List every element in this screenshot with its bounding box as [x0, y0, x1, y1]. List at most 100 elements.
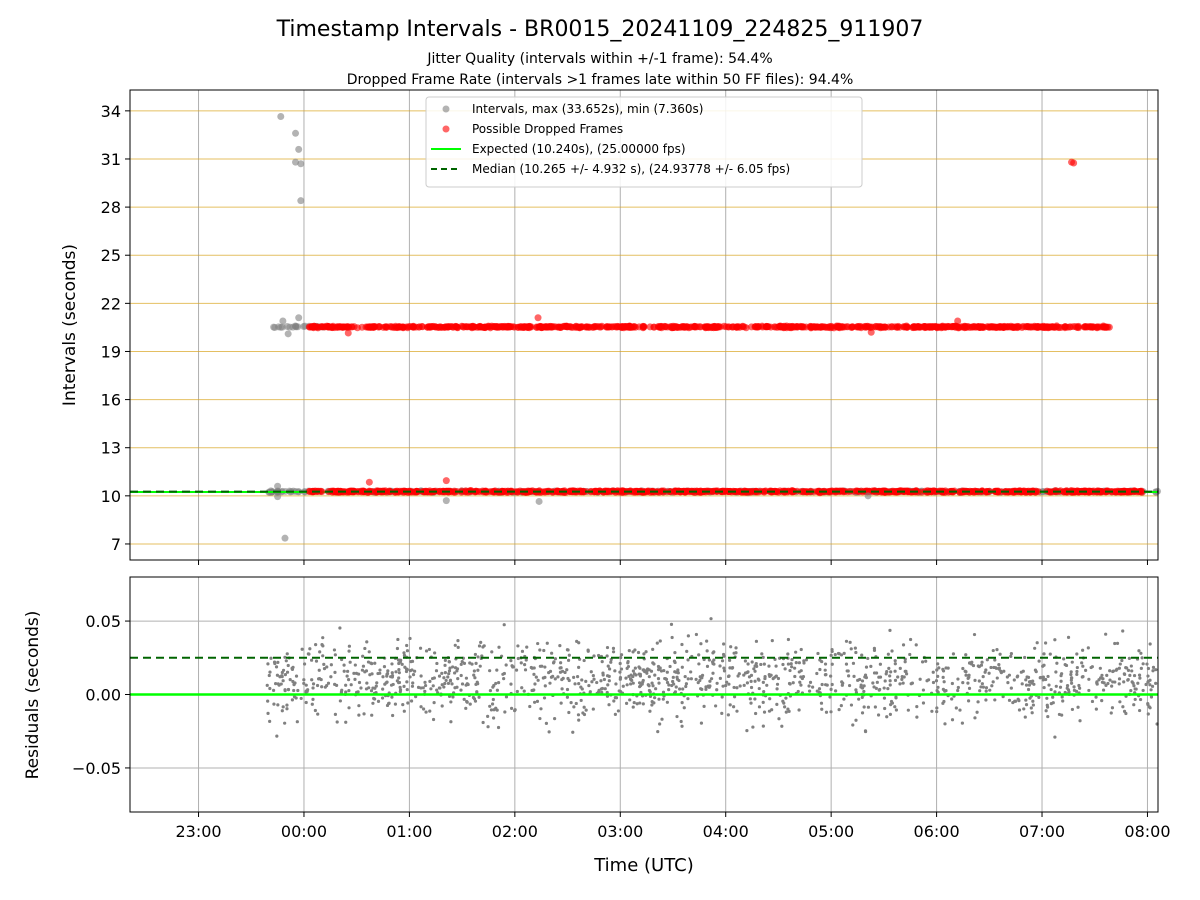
- residual-point: [749, 673, 754, 678]
- residual-point: [991, 680, 995, 684]
- x-tick-label: 01:00: [386, 822, 432, 841]
- dropped-frame-point: [809, 323, 817, 331]
- residual-point: [533, 682, 537, 686]
- residual-point: [366, 660, 371, 664]
- residual-point: [565, 668, 569, 672]
- residual-point: [757, 705, 762, 709]
- residual-point: [1113, 641, 1117, 646]
- legend-gray-marker: [442, 105, 450, 113]
- residual-point: [830, 682, 834, 687]
- residual-point: [674, 685, 678, 689]
- residual-point: [817, 690, 821, 694]
- residual-point: [357, 680, 362, 685]
- x-tick-label: 00:00: [281, 822, 327, 841]
- residual-point: [971, 663, 976, 668]
- residual-point: [774, 674, 778, 678]
- residual-point: [316, 712, 320, 716]
- residual-point: [767, 664, 771, 668]
- residual-point: [1069, 676, 1074, 680]
- residual-point: [887, 666, 891, 670]
- residual-point: [524, 658, 528, 662]
- residual-point: [1070, 707, 1075, 712]
- residual-point: [661, 697, 665, 701]
- residual-point: [840, 680, 844, 684]
- residual-point: [1149, 688, 1153, 692]
- residual-point: [901, 681, 905, 685]
- residual-point: [872, 671, 877, 675]
- residual-point: [658, 639, 662, 643]
- residual-point: [290, 698, 294, 702]
- residual-point: [749, 685, 754, 690]
- residual-point: [877, 688, 881, 692]
- residual-point: [820, 707, 824, 711]
- residual-point: [921, 688, 926, 692]
- residual-point: [900, 677, 904, 681]
- residual-point: [931, 680, 936, 685]
- residual-point: [786, 652, 790, 656]
- residual-point: [624, 676, 628, 680]
- residual-point: [266, 711, 270, 715]
- residual-point: [373, 661, 377, 665]
- residual-point: [559, 666, 563, 670]
- dropped-frame-point: [944, 322, 952, 330]
- dropped-frame-point: [585, 323, 593, 331]
- residual-point: [1066, 635, 1071, 639]
- dropped-frame-point: [911, 323, 919, 331]
- residual-point: [1024, 678, 1028, 682]
- residual-point: [734, 651, 738, 655]
- residual-point: [565, 687, 570, 692]
- residual-point: [650, 700, 654, 704]
- residual-point: [984, 698, 988, 702]
- dropped-frame-point: [360, 488, 368, 496]
- residual-point: [915, 705, 919, 709]
- residual-point: [1069, 678, 1073, 682]
- residual-point: [848, 640, 852, 644]
- residual-point: [304, 683, 308, 687]
- residual-point: [906, 708, 910, 712]
- residual-point: [494, 681, 498, 686]
- dropped-frame-point: [762, 487, 770, 495]
- residual-point: [1075, 665, 1079, 670]
- residual-point: [1037, 659, 1041, 663]
- residual-point: [1031, 699, 1035, 703]
- chart-subtitle-jitter: Jitter Quality (intervals within +/-1 fr…: [426, 51, 772, 67]
- residual-point: [898, 666, 902, 670]
- residual-point: [738, 684, 742, 688]
- residual-point: [277, 683, 281, 687]
- residual-point: [600, 660, 604, 664]
- residual-point: [761, 680, 765, 684]
- residual-point: [878, 662, 882, 666]
- residual-point: [450, 682, 454, 686]
- residual-point: [862, 689, 866, 694]
- residual-point: [1109, 711, 1113, 715]
- residual-point: [712, 650, 716, 654]
- residual-point: [1137, 708, 1142, 713]
- residual-point: [618, 661, 622, 666]
- residual-point: [464, 676, 469, 680]
- residual-point: [647, 675, 651, 679]
- dropped-frame-point: [495, 323, 503, 331]
- residual-point: [409, 699, 414, 703]
- residual-point: [577, 682, 581, 686]
- residual-point: [378, 668, 382, 672]
- residual-point: [924, 659, 928, 663]
- residual-point: [921, 701, 926, 705]
- residual-point: [285, 703, 289, 707]
- residual-point: [590, 680, 594, 684]
- x-tick-label: 07:00: [1019, 822, 1065, 841]
- residual-point: [784, 696, 788, 700]
- residual-point: [265, 683, 269, 687]
- residual-point: [548, 681, 552, 685]
- interval-outlier-point: [274, 493, 282, 501]
- residual-point: [966, 681, 970, 685]
- residual-point: [575, 639, 579, 643]
- dropped-frame-point: [572, 323, 580, 331]
- dropped-frame-point: [425, 323, 433, 331]
- residual-point: [1141, 688, 1145, 693]
- residual-point: [1108, 669, 1112, 673]
- dropped-frame-point: [1024, 322, 1032, 330]
- intervals-y-tick-label: 7: [111, 535, 121, 554]
- residual-point: [338, 699, 342, 703]
- residual-point: [979, 685, 983, 689]
- residual-point: [941, 669, 946, 673]
